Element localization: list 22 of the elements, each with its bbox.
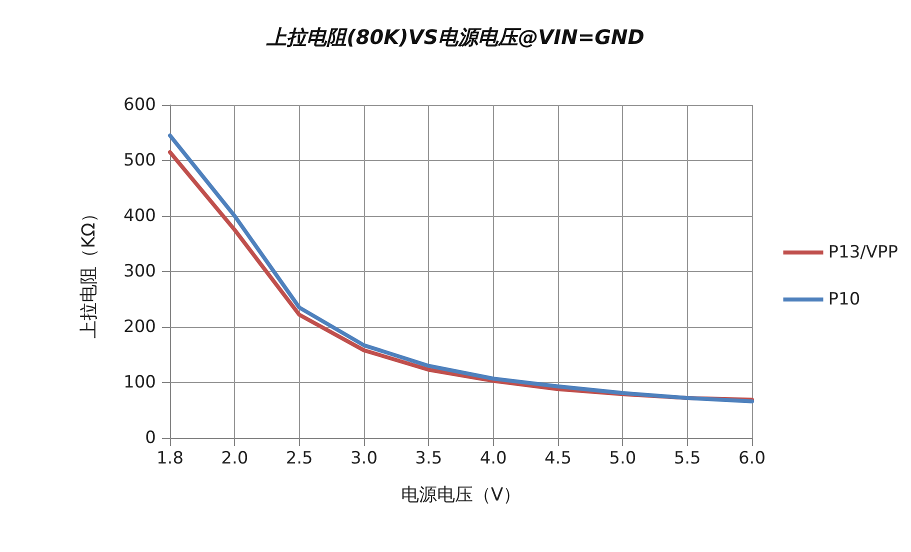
x-tick-label: 5.0 [609,448,636,468]
y-tick-label: 500 [124,150,156,170]
chart-title: 上拉电阻(80K)VS电源电压@VIN=GND [266,25,644,49]
y-axis-title: 上拉电阻（KΩ） [78,204,100,338]
x-tick-label: 1.8 [156,448,184,468]
x-tick-label: 4.5 [544,448,572,468]
y-tick-label: 200 [124,317,156,337]
legend-label: P10 [828,290,860,310]
y-tick-label: 100 [124,372,156,392]
legend-label: P13/VPP [828,242,898,262]
y-tick-label: 400 [124,206,156,226]
x-tick-label: 3.0 [350,448,378,468]
y-tick-label: 600 [124,95,156,115]
y-tick-label: 0 [145,428,156,448]
x-tick-label: 2.5 [286,448,313,468]
x-tick-label: 3.5 [415,448,442,468]
x-tick-label: 5.5 [674,448,701,468]
x-tick-label: 6.0 [738,448,766,468]
x-axis-title: 电源电压（V） [400,484,522,506]
x-tick-label: 2.0 [221,448,248,468]
y-tick-label: 300 [124,262,156,282]
x-tick-label: 4.0 [480,448,507,468]
